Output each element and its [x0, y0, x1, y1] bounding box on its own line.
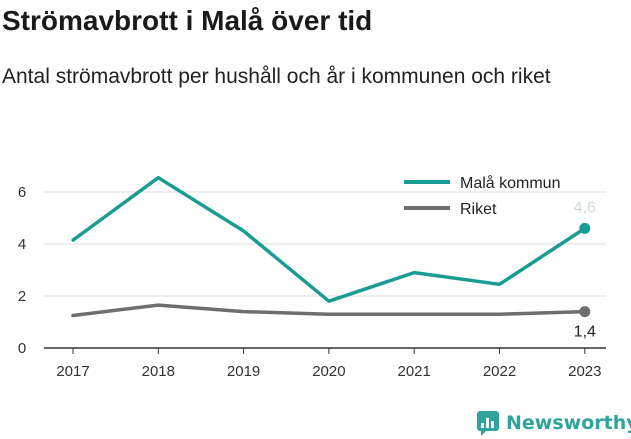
x-tick-label: 2017	[56, 363, 89, 380]
end-point-riket	[579, 306, 591, 318]
x-tick-label: 2022	[483, 363, 516, 380]
line-chart: 0 2 4 6 2017 2018 2019 2020 2021 2022 2023 Malå k…	[18, 174, 606, 380]
legend-label-mala: Malå kommun	[460, 174, 560, 192]
brand-name: Newsworthy	[506, 412, 631, 434]
x-tick-label: 2023	[568, 363, 601, 380]
x-tick-label: 2019	[227, 363, 260, 380]
x-tick-label: 2020	[312, 363, 345, 380]
newsworthy-logo-icon	[477, 411, 499, 436]
series-line-mala	[71, 175, 587, 303]
y-tick-label: 2	[18, 288, 26, 305]
y-tick-label: 6	[18, 184, 26, 201]
series-lines	[71, 175, 587, 318]
chart-title: Strömavbrott i Malå över tid	[2, 5, 373, 36]
x-axis: 2017 2018 2019 2020 2021 2022 2023	[44, 347, 606, 380]
legend: Malå kommun Riket	[404, 174, 560, 218]
end-label-mala: 4,6	[574, 199, 596, 216]
chart-subtitle: Antal strömavbrott per hushåll och år i …	[2, 65, 551, 88]
x-tick-label: 2021	[398, 363, 431, 380]
end-label-riket: 1,4	[574, 324, 596, 341]
grid-lines	[44, 191, 606, 297]
newsworthy-logo: Newsworthy	[476, 408, 631, 438]
end-point-mala	[579, 222, 591, 234]
y-axis-ticks: 0 2 4 6	[18, 184, 26, 357]
end-labels: 4,6 1,4	[574, 199, 596, 340]
y-tick-label: 0	[18, 340, 26, 357]
x-tick-label: 2018	[142, 363, 175, 380]
legend-label-riket: Riket	[460, 201, 497, 218]
y-tick-label: 4	[18, 236, 26, 253]
series-line-riket	[71, 303, 587, 318]
